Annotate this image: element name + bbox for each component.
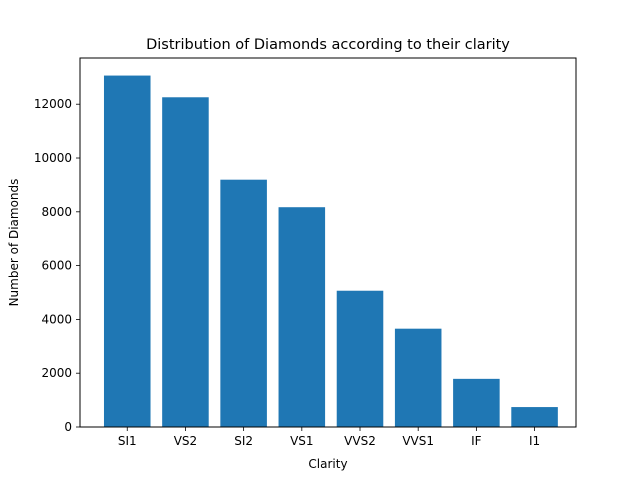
plot-frame bbox=[79, 57, 577, 428]
x-tick-label: VS2 bbox=[174, 434, 197, 448]
y-axis: 0 2000 4000 6000 8000 10000 12000 bbox=[34, 97, 80, 434]
y-tick-label: 8000 bbox=[41, 205, 72, 219]
y-tick-label: 12000 bbox=[34, 97, 72, 111]
bar-vvs2 bbox=[336, 290, 384, 427]
x-tick-label: IF bbox=[471, 434, 482, 448]
bars-group bbox=[103, 75, 558, 427]
y-tick-label: 2000 bbox=[41, 366, 72, 380]
x-tick-label: VVS1 bbox=[402, 434, 434, 448]
x-tick-label: VVS2 bbox=[344, 434, 376, 448]
bar-vvs1 bbox=[394, 328, 442, 427]
x-tick-label: VS1 bbox=[290, 434, 313, 448]
y-tick-label: 0 bbox=[64, 420, 72, 434]
bar-if bbox=[453, 378, 500, 427]
bar-vs1 bbox=[278, 207, 326, 427]
x-tick-label: I1 bbox=[529, 434, 540, 448]
bar-i1 bbox=[511, 407, 558, 427]
bar-si1 bbox=[103, 75, 151, 427]
x-tick-label: SI2 bbox=[234, 434, 253, 448]
chart-title: Distribution of Diamonds according to th… bbox=[146, 37, 510, 53]
y-tick-label: 4000 bbox=[41, 312, 72, 326]
x-tick-label: SI1 bbox=[118, 434, 137, 448]
bar-vs2 bbox=[162, 97, 209, 427]
y-tick-label: 10000 bbox=[34, 151, 72, 165]
bar-si2 bbox=[220, 179, 267, 427]
y-tick-label: 6000 bbox=[41, 259, 72, 273]
x-axis-label: Clarity bbox=[308, 457, 347, 471]
y-axis-label: Number of Diamonds bbox=[7, 179, 21, 307]
x-axis: SI1 VS2 SI2 VS1 VVS2 VVS1 IF I1 bbox=[118, 427, 540, 448]
